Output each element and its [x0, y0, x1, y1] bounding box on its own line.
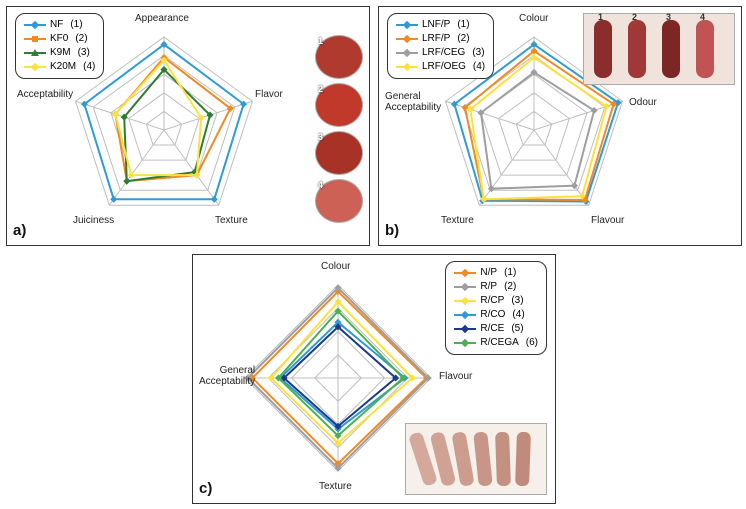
panel-a: a) Appearance Flavor Texture Juiciness A…: [6, 6, 370, 246]
panel-b: b) Colour Odour Flavour Texture GeneralA…: [378, 6, 742, 246]
legend-item: R/CO (4): [454, 308, 538, 322]
panel-a-label: a): [13, 222, 26, 239]
axis-b-2: Flavour: [591, 215, 624, 226]
legend-label: LRF/P: [422, 32, 450, 46]
legend-num: (3): [78, 46, 90, 60]
legend-item: K9M (3): [24, 46, 95, 60]
legend-num: (6): [526, 336, 538, 350]
legend-num: (2): [457, 32, 469, 46]
legend-a: NF (1)KF0 (2)K9M (3)K20M (4): [15, 13, 104, 79]
axis-a-3: Juiciness: [73, 215, 114, 226]
legend-num: (1): [504, 266, 516, 280]
axis-c-2: Texture: [319, 481, 352, 492]
legend-b: LNF/P (1)LRF/P (2)LRF/CEG (3)LRF/OEG (4): [387, 13, 494, 79]
legend-num: (3): [472, 46, 484, 60]
panel-a-img-4: 4: [315, 179, 363, 223]
legend-label: R/P: [480, 280, 497, 294]
legend-label: R/CO: [480, 308, 505, 322]
legend-num: (5): [511, 322, 523, 336]
legend-item: NF (1): [24, 18, 95, 32]
legend-label: R/CP: [480, 294, 504, 308]
legend-label: LNF/P: [422, 18, 450, 32]
legend-num: (1): [457, 18, 469, 32]
panel-b-images: 1 2 3 4: [583, 13, 735, 85]
legend-item: KF0 (2): [24, 32, 95, 46]
legend-item: R/P (2): [454, 280, 538, 294]
panel-a-img-1: 1: [315, 35, 363, 79]
axis-c-0: Colour: [321, 261, 350, 272]
legend-label: KF0: [50, 32, 68, 46]
panel-c: c) Colour Flavour Texture GeneralAccepta…: [192, 254, 556, 504]
legend-num: (4): [473, 60, 485, 74]
axis-c-1: Flavour: [439, 371, 472, 382]
legend-label: N/P: [480, 266, 497, 280]
axis-b-1: Odour: [629, 97, 657, 108]
legend-label: LRF/OEG: [422, 60, 466, 74]
axis-c-3: GeneralAcceptability: [199, 365, 255, 387]
legend-num: (4): [512, 308, 524, 322]
axis-b-4: GeneralAcceptability: [385, 91, 441, 113]
legend-label: R/CEGA: [480, 336, 518, 350]
panel-b-label: b): [385, 222, 399, 239]
legend-label: NF: [50, 18, 63, 32]
legend-item: LRF/P (2): [396, 32, 485, 46]
legend-item: LRF/OEG (4): [396, 60, 485, 74]
axis-a-4: Acceptability: [17, 89, 73, 100]
legend-item: LRF/CEG (3): [396, 46, 485, 60]
panel-a-img-3: 3: [315, 131, 363, 175]
axis-b-0: Colour: [519, 13, 548, 24]
axis-a-1: Flavor: [255, 89, 283, 100]
panel-c-label: c): [199, 480, 212, 497]
legend-label: K9M: [50, 46, 71, 60]
legend-num: (4): [83, 60, 95, 74]
legend-num: (1): [70, 18, 82, 32]
axis-a-2: Texture: [215, 215, 248, 226]
legend-label: LRF/CEG: [422, 46, 465, 60]
panel-a-images: 1 2 3 4: [315, 35, 363, 223]
legend-num: (3): [511, 294, 523, 308]
legend-item: K20M (4): [24, 60, 95, 74]
axis-b-3: Texture: [441, 215, 474, 226]
legend-item: R/CEGA (6): [454, 336, 538, 350]
legend-label: K20M: [50, 60, 76, 74]
legend-c: N/P (1)R/P (2)R/CP (3)R/CO (4)R/CE (5)R/…: [445, 261, 547, 355]
panel-c-images: [405, 423, 547, 495]
legend-item: N/P (1): [454, 266, 538, 280]
legend-num: (2): [504, 280, 516, 294]
legend-item: R/CE (5): [454, 322, 538, 336]
panel-a-img-2: 2: [315, 83, 363, 127]
legend-item: LNF/P (1): [396, 18, 485, 32]
axis-a-0: Appearance: [135, 13, 189, 24]
legend-num: (2): [75, 32, 87, 46]
legend-item: R/CP (3): [454, 294, 538, 308]
legend-label: R/CE: [480, 322, 504, 336]
